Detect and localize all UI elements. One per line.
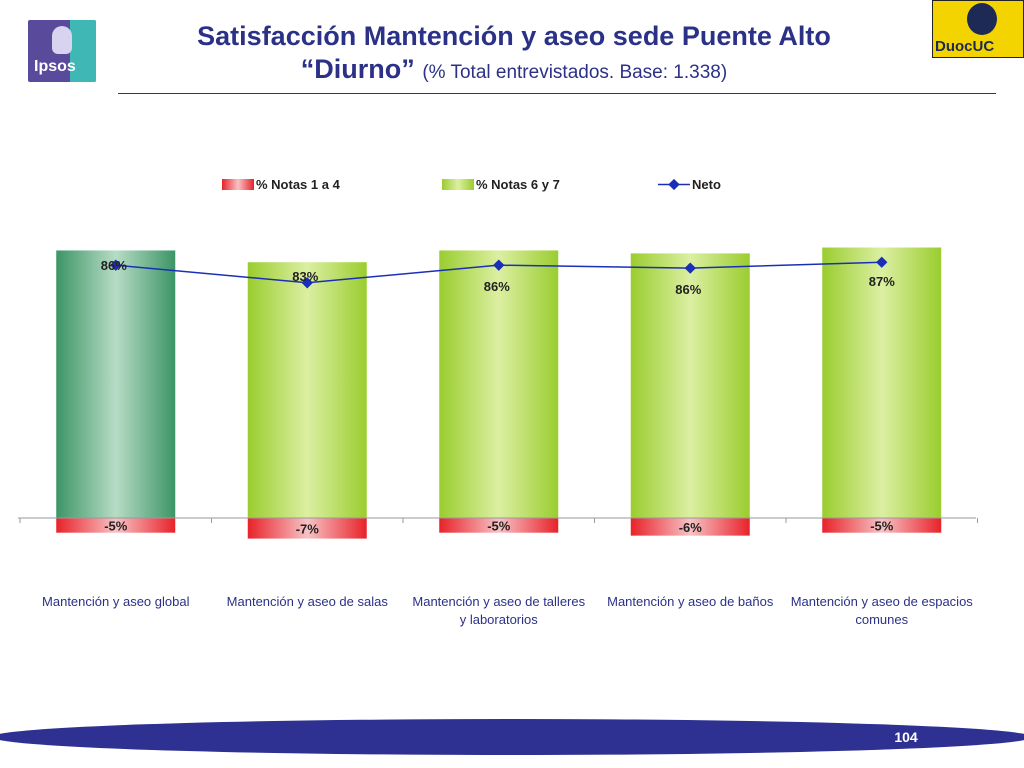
bar-positive-1 [56,250,176,518]
title-line-2-subtitle: (% Total entrevistados. Base: 1.338) [422,62,728,83]
category-label-1: Mantención y aseo global [42,594,190,609]
negative-data-label-2: -7% [296,521,320,536]
category-label-3-line-1: Mantención y aseo de talleres [412,594,585,609]
category-label-2: Mantención y aseo de salas [227,594,389,609]
duocuc-logo: DuocUC [932,0,1024,58]
category-label-4: Mantención y aseo de baños [607,594,774,609]
satisfaction-chart: % Notas 1 a 4 % Notas 6 y 7 Neto -5% Mantenc… [18,177,978,627]
footer-ellipse [0,719,1024,755]
legend-label-1: % Notas 1 a 4 [256,177,341,192]
duocuc-seal-icon [967,3,997,35]
legend-label-3: Neto [692,177,721,192]
neto-marker-2 [301,277,313,289]
ipsos-logo-text: Ipsos [34,58,76,75]
ipsos-logo-head-icon [52,26,72,54]
negative-data-label-3: -5% [487,518,511,533]
bar-positive-5 [822,247,942,518]
neto-data-label-2: 83% [292,269,318,284]
title-line-2-main: “Diurno” [300,54,415,84]
legend-marker-neto [668,178,680,191]
title-line-1: Satisfacción Mantención y aseo sede Puen… [197,21,831,51]
bar-negative-5 [822,518,942,533]
neto-data-label-1: 86% [101,258,127,273]
neto-data-label-4: 86% [675,282,701,297]
bar-positive-4 [630,253,750,518]
ipsos-logo: Ipsos [28,20,96,82]
bar-positive-2 [247,262,367,518]
negative-data-label-5: -5% [870,518,894,533]
category-label-3-line-2: y laboratorios [460,612,539,627]
neto-data-label-5: 87% [869,274,895,289]
bar-negative-3 [439,518,559,533]
bar-positive-3 [439,250,559,518]
footer-band: 104 [0,719,1024,755]
bar-negative-4 [630,518,750,536]
bar-negative-1 [56,518,176,533]
negative-data-label-1: -5% [104,518,128,533]
legend-label-2: % Notas 6 y 7 [476,177,560,192]
title-line-2: “Diurno” (% Total entrevistados. Base: 1… [110,52,918,90]
legend-swatch-1 [222,179,254,190]
page-number: 104 [894,729,918,745]
legend-swatch-2 [442,179,474,190]
category-label-5-line-2: comunes [855,612,908,627]
title-divider [118,93,996,94]
ipsos-logo-accent [70,20,96,82]
negative-data-label-4: -6% [679,520,703,535]
page-title: Satisfacción Mantención y aseo sede Puen… [110,20,918,90]
neto-data-label-3: 86% [484,279,510,294]
category-label-5-line-1: Mantención y aseo de espacios [791,594,974,609]
duocuc-logo-text: DuocUC [935,38,995,55]
bar-negative-2 [247,518,367,539]
